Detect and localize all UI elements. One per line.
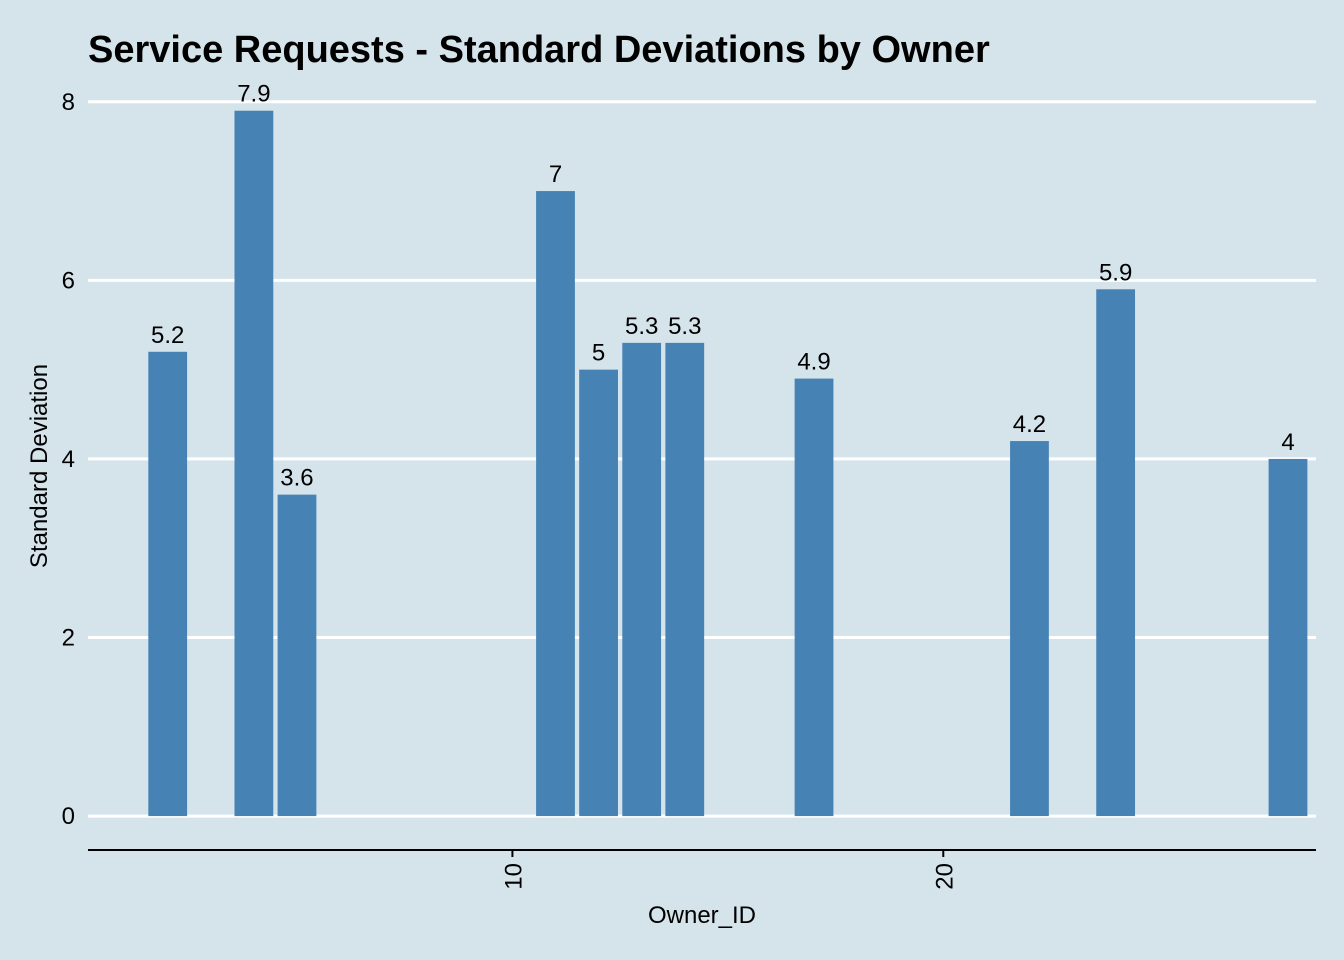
data-label: 5.9: [1099, 259, 1132, 286]
y-tick-label: 6: [62, 267, 75, 294]
bar-owner-24: [1096, 289, 1136, 817]
y-tick-label: 0: [62, 803, 75, 830]
data-label: 4.9: [797, 349, 830, 376]
bar-owner-2: [148, 351, 188, 817]
data-label: 5.2: [151, 322, 184, 349]
chart-title: Service Requests - Standard Deviations b…: [88, 29, 990, 71]
bar-owner-14: [665, 342, 705, 817]
y-tick-label: 8: [62, 89, 75, 116]
bar-owner-4: [234, 110, 274, 817]
y-axis-ticks: 0 2 4 6 8: [62, 89, 75, 830]
data-label: 5.3: [668, 313, 701, 340]
data-label: 4.2: [1013, 411, 1046, 438]
data-label: 3.6: [280, 465, 313, 492]
bar-owner-22: [1010, 441, 1049, 817]
bar-owner-28: [1268, 458, 1308, 817]
data-label: 7: [549, 161, 562, 188]
bar-owner-17: [794, 378, 834, 817]
y-tick-label: 4: [62, 446, 75, 473]
bar-owner-12: [579, 369, 618, 817]
bars: [148, 110, 1308, 817]
x-axis-ticks: 10 20: [500, 850, 958, 890]
data-labels: 5.2 7.9 3.6 7 5 5.3 5.3 4.9 4.2 5.9 4: [151, 81, 1295, 492]
bar-owner-13: [622, 342, 662, 817]
x-tick-label: 20: [931, 863, 958, 890]
data-label: 5: [592, 340, 605, 367]
x-tick-label: 10: [500, 863, 527, 890]
data-label: 4: [1281, 429, 1294, 456]
data-label: 7.9: [237, 81, 270, 108]
bar-owner-5: [277, 494, 317, 817]
y-axis-label: Standard Deviation: [26, 364, 53, 568]
y-tick-label: 2: [62, 625, 75, 652]
x-axis-label: Owner_ID: [648, 902, 756, 929]
bar-owner-11: [536, 191, 575, 817]
data-label: 5.3: [625, 313, 658, 340]
